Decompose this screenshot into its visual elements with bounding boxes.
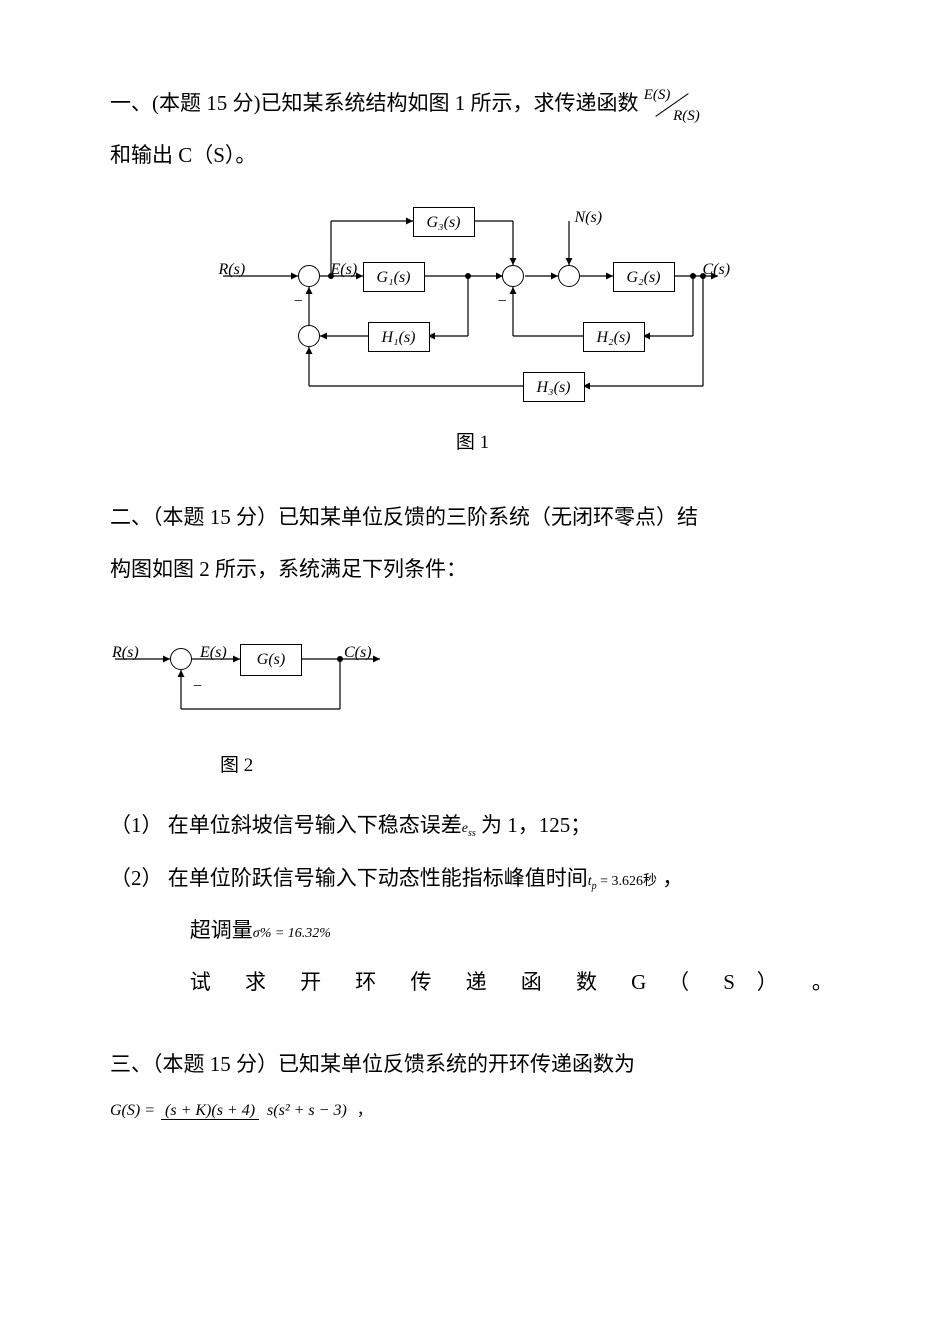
ess-symbol: ess bbox=[462, 821, 476, 836]
q3-line1: 三、（本题 15 分）已知某单位反馈系统的开环传递函数为 bbox=[110, 1041, 835, 1087]
block-H3: H₃(s) bbox=[523, 372, 585, 402]
q1-transfer-fraction: E(S) R(S) bbox=[644, 90, 700, 120]
figure-2-caption: 图 2 bbox=[220, 745, 835, 787]
tp-symbol: tp = 3.626秒 bbox=[588, 874, 657, 889]
q2-item1-b: 为 1，125； bbox=[476, 813, 592, 837]
block-diagram-2: G(s) R(s) E(s) C(s) − bbox=[110, 619, 410, 739]
q2-item2-line2: 超调量σ% = 16.32% bbox=[190, 907, 835, 953]
q2-line2: 构图如图 2 所示，系统满足下列条件： bbox=[110, 546, 835, 592]
q2-item1-a: （1） 在单位斜坡信号输入下稳态误差 bbox=[110, 813, 462, 837]
bd2-sum bbox=[170, 648, 192, 670]
node-B bbox=[690, 273, 696, 279]
node-A bbox=[465, 273, 471, 279]
label-E: E(s) bbox=[331, 252, 358, 287]
q3-Glabel: G(S) = bbox=[110, 1093, 155, 1128]
tf-numerator: E(S) bbox=[644, 88, 671, 103]
q2-line1: 二、（本题 15 分）已知某单位反馈的三阶系统（无闭环零点）结 bbox=[110, 494, 835, 540]
spacer bbox=[110, 1011, 835, 1041]
bd2-label-R: R(s) bbox=[112, 635, 139, 670]
minus-sum1: − bbox=[293, 284, 304, 319]
q2-item2-a: （2） 在单位阶跃信号输入下动态性能指标峰值时间 bbox=[110, 866, 588, 890]
block-diagram-1: G₃(s) G₁(s) G₂(s) H₁(s) H₂(s) H₃(s) R(s)… bbox=[213, 186, 733, 416]
q2-item1: （1） 在单位斜坡信号输入下稳态误差ess 为 1，125； bbox=[110, 802, 835, 848]
q3-frac-den: s(s² + s − 3) bbox=[263, 1102, 351, 1119]
label-R: R(s) bbox=[219, 252, 246, 287]
q3-frac-num: (s + K)(s + 4) bbox=[161, 1102, 259, 1120]
bd2-minus: − bbox=[192, 669, 203, 704]
figure-1-caption: 图 1 bbox=[110, 422, 835, 464]
sum-h1 bbox=[298, 325, 320, 347]
q3-fraction: (s + K)(s + 4) s(s² + s − 3) bbox=[161, 1102, 351, 1120]
q3-comma: ， bbox=[357, 1093, 373, 1128]
q1-line2: 和输出 C（S）。 bbox=[110, 132, 835, 178]
block-H1: H₁(s) bbox=[368, 322, 430, 352]
bd2-label-C: C(s) bbox=[344, 635, 372, 670]
label-C: C(s) bbox=[703, 252, 731, 287]
bd2-label-E: E(s) bbox=[200, 635, 227, 670]
bd2-block-G: G(s) bbox=[240, 644, 302, 676]
figure-1-wrap: G₃(s) G₁(s) G₂(s) H₁(s) H₂(s) H₃(s) R(s)… bbox=[110, 186, 835, 416]
sum-3 bbox=[558, 265, 580, 287]
q1-heading: 一、(本题 15 分)已知某系统结构如图 1 所示，求传递函数 E(S) R(S… bbox=[110, 80, 835, 126]
bd2-node bbox=[337, 656, 343, 662]
q1-heading-text: 一、(本题 15 分)已知某系统结构如图 1 所示，求传递函数 bbox=[110, 91, 638, 115]
minus-sum2: − bbox=[497, 284, 508, 319]
q3-equation: G(S) = (s + K)(s + 4) s(s² + s − 3) ， bbox=[110, 1093, 835, 1128]
q2-item2-line2a: 超调量 bbox=[190, 918, 253, 942]
q2-ask: 试 求 开 环 传 递 函 数 G （ S ） 。 bbox=[190, 959, 835, 1005]
q2-item2: （2） 在单位阶跃信号输入下动态性能指标峰值时间tp = 3.626秒 ， bbox=[110, 855, 835, 901]
block-G1: G₁(s) bbox=[363, 262, 425, 292]
sigma-symbol: σ% = 16.32% bbox=[253, 926, 331, 941]
block-H2: H₂(s) bbox=[583, 322, 645, 352]
block-G2: G₂(s) bbox=[613, 262, 675, 292]
q2-item2-comma: ， bbox=[657, 866, 683, 890]
block-G3: G₃(s) bbox=[413, 207, 475, 237]
label-N: N(s) bbox=[575, 200, 603, 235]
tf-denominator: R(S) bbox=[673, 109, 700, 124]
